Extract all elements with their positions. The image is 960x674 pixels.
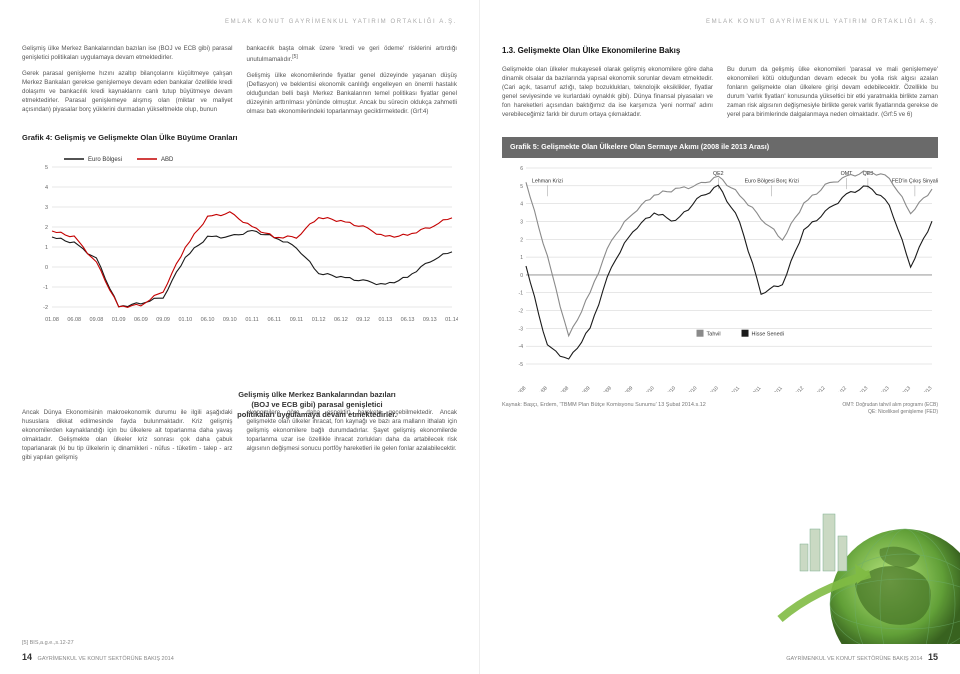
- svg-text:09/10: 09/10: [686, 385, 699, 392]
- svg-text:6: 6: [520, 166, 523, 172]
- svg-text:-2: -2: [43, 305, 48, 311]
- svg-text:03/11: 03/11: [729, 385, 742, 392]
- svg-text:06.13: 06.13: [401, 317, 415, 323]
- globe-decoration: [775, 494, 960, 644]
- text-block-3: Gelişmekte olan ülkeler mukayeseli olara…: [502, 66, 938, 127]
- omt-note: OMT: Doğrudan tahvil alım programı (ECB)…: [842, 402, 938, 417]
- svg-text:06/13: 06/13: [878, 385, 891, 392]
- svg-text:12/10: 12/10: [707, 385, 720, 392]
- svg-text:01.13: 01.13: [378, 317, 392, 323]
- header-left: EMLAK KONUT GAYRİMENKUL YATIRIM ORTAKLIĞ…: [22, 18, 457, 27]
- svg-text:01.09: 01.09: [112, 317, 126, 323]
- svg-text:-1: -1: [519, 290, 524, 296]
- svg-text:0: 0: [520, 273, 523, 279]
- callout: Gelişmiş ülke Merkez Bankalarından bazıl…: [232, 390, 402, 420]
- svg-text:1: 1: [520, 255, 523, 261]
- page-right: EMLAK KONUT GAYRİMENKUL YATIRIM ORTAKLIĞ…: [480, 0, 960, 674]
- svg-text:1: 1: [45, 245, 48, 251]
- svg-text:01.14: 01.14: [445, 317, 458, 323]
- svg-text:12/08: 12/08: [557, 385, 570, 392]
- para: bankacılık başta olmak üzere 'kredi ve g…: [247, 45, 458, 65]
- svg-text:FED'in Çıkış Sinyali: FED'in Çıkış Sinyali: [892, 178, 938, 184]
- text-block-1: Gelişmiş ülke Merkez Bankalarından bazıl…: [22, 45, 457, 123]
- svg-text:09/11: 09/11: [750, 385, 763, 392]
- para: Gerek parasal genişleme hızını azaltıp b…: [22, 70, 233, 115]
- para: Ancak Dünya Ekonomisinin makroekonomik d…: [22, 409, 233, 463]
- svg-text:03/09: 03/09: [579, 385, 592, 392]
- page-number: 15: [928, 652, 938, 662]
- svg-text:4: 4: [45, 185, 48, 191]
- svg-text:4: 4: [520, 201, 523, 207]
- svg-text:08/08: 08/08: [515, 385, 528, 392]
- svg-text:06.11: 06.11: [268, 317, 281, 323]
- para: Gelişmekte olan ülkeler mukayeseli olara…: [502, 66, 713, 120]
- svg-text:Tahvil: Tahvil: [707, 331, 721, 337]
- svg-text:2: 2: [520, 237, 523, 243]
- svg-text:Euro Bölgesi: Euro Bölgesi: [88, 157, 122, 163]
- svg-text:06/10: 06/10: [664, 385, 677, 392]
- svg-text:Euro Bölgesi Borç Krizi: Euro Bölgesi Borç Krizi: [745, 178, 799, 184]
- svg-text:12/13: 12/13: [921, 385, 934, 392]
- svg-text:3: 3: [45, 205, 48, 211]
- svg-text:2: 2: [45, 225, 48, 231]
- page-number: 14: [22, 652, 32, 662]
- svg-text:09.13: 09.13: [423, 317, 437, 323]
- svg-text:5: 5: [45, 165, 48, 171]
- svg-text:05/12: 05/12: [792, 385, 805, 392]
- svg-text:Lehman Krizi: Lehman Krizi: [532, 178, 563, 184]
- footer-right: GAYRİMENKUL VE KONUT SEKTÖRÜNE BAKIŞ 201…: [502, 651, 938, 664]
- svg-text:09.11: 09.11: [290, 317, 303, 323]
- para: Bu durum da gelişmiş ülke ekonomileri 'p…: [727, 66, 938, 120]
- svg-text:ABD: ABD: [161, 157, 174, 163]
- svg-text:06.10: 06.10: [201, 317, 215, 323]
- page-left: EMLAK KONUT GAYRİMENKUL YATIRIM ORTAKLIĞ…: [0, 0, 480, 674]
- chart4-title: Grafik 4: Gelişmiş ve Gelişmekte Olan Ül…: [22, 133, 457, 144]
- footnote-ref: [5]: [292, 54, 298, 60]
- svg-text:01.10: 01.10: [178, 317, 192, 323]
- svg-text:09.09: 09.09: [156, 317, 170, 323]
- svg-text:-4: -4: [519, 344, 524, 350]
- svg-text:3: 3: [520, 219, 523, 225]
- svg-text:11/12: 11/12: [835, 385, 848, 392]
- svg-text:06.09: 06.09: [134, 317, 148, 323]
- svg-text:5: 5: [520, 183, 523, 189]
- footnote: [5] BIS,a.g.e.,s.12-27: [22, 640, 74, 648]
- chart5: -5 -4 -3 -2 -1 0 1 2 3 4 5 6 08/08 11/08 12/08 03/09 08/…: [502, 162, 938, 392]
- chart5-source: Kaynak: Başçı, Erdem, 'TBMM Plan Bütçe K…: [502, 402, 706, 410]
- para: Gelişmiş ülke Merkez Bankalarından bazıl…: [22, 45, 233, 63]
- svg-text:09/09: 09/09: [621, 385, 634, 392]
- svg-text:09.08: 09.08: [90, 317, 104, 323]
- svg-text:-3: -3: [519, 326, 524, 332]
- footer-left: 14 GAYRİMENKUL VE KONUT SEKTÖRÜNE BAKIŞ …: [22, 651, 457, 664]
- svg-text:-2: -2: [519, 308, 524, 314]
- svg-text:09/12: 09/12: [814, 385, 827, 392]
- svg-text:Hisse Senedi: Hisse Senedi: [752, 331, 784, 337]
- svg-text:06.12: 06.12: [334, 317, 348, 323]
- svg-text:01.12: 01.12: [312, 317, 326, 323]
- svg-text:11/08: 11/08: [536, 385, 549, 392]
- svg-text:03/13: 03/13: [857, 385, 870, 392]
- svg-text:0: 0: [45, 265, 48, 271]
- chart4: -2 -1 0 1 2 3 4 5 01.08 06.08 09.08 01.09 06.09 09.09…: [22, 149, 458, 329]
- svg-text:09.10: 09.10: [223, 317, 237, 323]
- chart5-title: Grafik 5: Gelişmekte Olan Ülkelere Olan …: [502, 137, 938, 157]
- svg-text:01.08: 01.08: [45, 317, 59, 323]
- svg-text:01.11: 01.11: [245, 317, 258, 323]
- svg-text:09/13: 09/13: [899, 385, 912, 392]
- svg-text:06.08: 06.08: [67, 317, 81, 323]
- section-title: 1.3. Gelişmekte Olan Ülke Ekonomilerine …: [502, 45, 938, 57]
- svg-text:-1: -1: [43, 285, 48, 291]
- svg-text:09.12: 09.12: [356, 317, 370, 323]
- svg-text:08/09: 08/09: [600, 385, 613, 392]
- svg-text:-5: -5: [519, 362, 524, 368]
- svg-text:12/11: 12/11: [771, 385, 784, 392]
- svg-text:03/10: 03/10: [643, 385, 656, 392]
- header-right: EMLAK KONUT GAYRİMENKUL YATIRIM ORTAKLIĞ…: [502, 18, 938, 27]
- para: Gelişmiş ülke ekonomilerinde fiyatlar ge…: [247, 72, 458, 117]
